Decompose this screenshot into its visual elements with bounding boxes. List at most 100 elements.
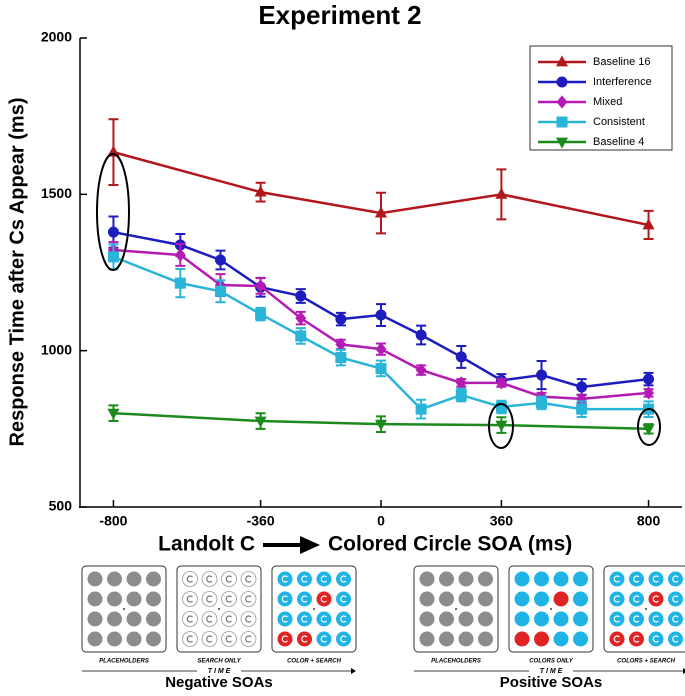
stimulus-circle	[534, 611, 549, 627]
landolt-c	[281, 615, 288, 623]
landolt-c	[186, 575, 193, 583]
landolt-c	[340, 635, 347, 643]
stimulus-circle	[201, 591, 218, 607]
fixation	[645, 608, 647, 610]
frame-label: COLORS + SEARCH	[617, 659, 676, 665]
stimulus-circle	[297, 611, 312, 627]
stimulus-circle	[316, 591, 332, 607]
display-frame	[508, 565, 594, 653]
marker	[374, 206, 388, 218]
stimulus-circle	[126, 591, 142, 607]
marker	[415, 363, 427, 377]
stimulus-circle	[182, 611, 198, 627]
highlight-ellipse	[488, 403, 514, 449]
frame-border	[603, 565, 685, 653]
stimulus-circle	[668, 571, 683, 587]
stimulus-circle	[336, 591, 351, 607]
stimulus-circle	[126, 571, 142, 587]
marker	[374, 419, 388, 431]
marker	[335, 337, 347, 352]
frame-label: COLOR + SEARCH	[287, 659, 342, 665]
stimulus-circle	[87, 571, 103, 587]
stimulus-circle	[297, 631, 312, 647]
legend-label: Baseline 4	[593, 136, 644, 148]
stimulus-circle	[514, 611, 530, 627]
landolt-c	[186, 615, 193, 623]
stimulus-circle	[146, 611, 161, 627]
marker	[495, 401, 507, 413]
marker	[536, 369, 548, 381]
marker	[255, 279, 267, 293]
time-arrowhead	[351, 668, 356, 674]
stimulus-circle	[221, 611, 237, 627]
landolt-c	[245, 575, 252, 583]
stimulus-circle	[297, 591, 312, 607]
landolt-c	[613, 635, 620, 643]
landolt-c	[633, 595, 640, 603]
frame-label: PLACEHOLDERS	[99, 659, 149, 665]
stimulus-circle	[458, 571, 474, 587]
marker	[107, 251, 119, 263]
group-label: Negative SOAs	[165, 674, 273, 691]
landolt-c	[206, 635, 213, 643]
legend-label: Mixed	[593, 96, 622, 108]
stimulus-circle	[221, 571, 237, 587]
marker	[255, 308, 267, 320]
fixation	[313, 608, 315, 610]
landolt-c	[206, 575, 213, 583]
stimulus-circle	[201, 611, 218, 627]
stimulus-circle	[478, 631, 493, 647]
group-label: Positive SOAs	[500, 674, 603, 691]
stimulus-circle	[126, 631, 142, 647]
landolt-c	[652, 615, 659, 623]
marker	[214, 285, 226, 297]
stimulus-circle	[336, 611, 351, 627]
series	[107, 215, 655, 396]
landolt-c	[672, 575, 679, 583]
stimulus-circle	[419, 611, 435, 627]
stimulus-circle	[534, 591, 549, 607]
stimulus-circle	[648, 611, 664, 627]
stimulus-circle	[277, 591, 293, 607]
marker	[455, 389, 467, 401]
stimulus-circle	[221, 631, 237, 647]
marker	[642, 218, 655, 230]
highlight-ellipse	[96, 153, 130, 271]
stimulus-circle	[419, 571, 435, 587]
marker	[295, 311, 307, 325]
series-line	[112, 255, 649, 411]
landolt-c	[186, 595, 193, 603]
stimulus-circle	[648, 571, 664, 587]
landolt-c	[225, 635, 232, 643]
marker	[556, 116, 568, 128]
landolt-c	[320, 635, 327, 643]
stimulus-circle	[573, 631, 588, 647]
marker	[576, 403, 588, 415]
marker	[107, 226, 119, 238]
marker	[556, 95, 568, 109]
landolt-c	[206, 615, 213, 623]
stimulus-circle	[316, 611, 332, 627]
stimulus-circle	[182, 571, 198, 587]
landolt-c	[672, 615, 679, 623]
frame-label: SEARCH ONLY	[197, 659, 241, 665]
x-tick-label: -800	[99, 513, 127, 529]
stimulus-circle	[240, 571, 257, 587]
stimulus-circle	[629, 571, 644, 587]
stimulus-circle	[534, 631, 549, 647]
stimulus-circle	[668, 631, 683, 647]
x-tick-label: 0	[377, 513, 385, 529]
stimulus-circle	[107, 591, 122, 607]
stimulus-circle	[478, 611, 493, 627]
marker	[576, 381, 588, 393]
landolt-c	[281, 575, 288, 583]
marker	[576, 392, 588, 406]
landolt-c	[245, 635, 252, 643]
stimulus-circle	[478, 571, 493, 587]
landolt-c	[301, 575, 308, 583]
stimulus-circle	[629, 631, 644, 647]
marker	[375, 309, 387, 321]
marker	[174, 277, 186, 289]
marker	[107, 408, 120, 420]
time-label: T I M E	[208, 668, 231, 675]
